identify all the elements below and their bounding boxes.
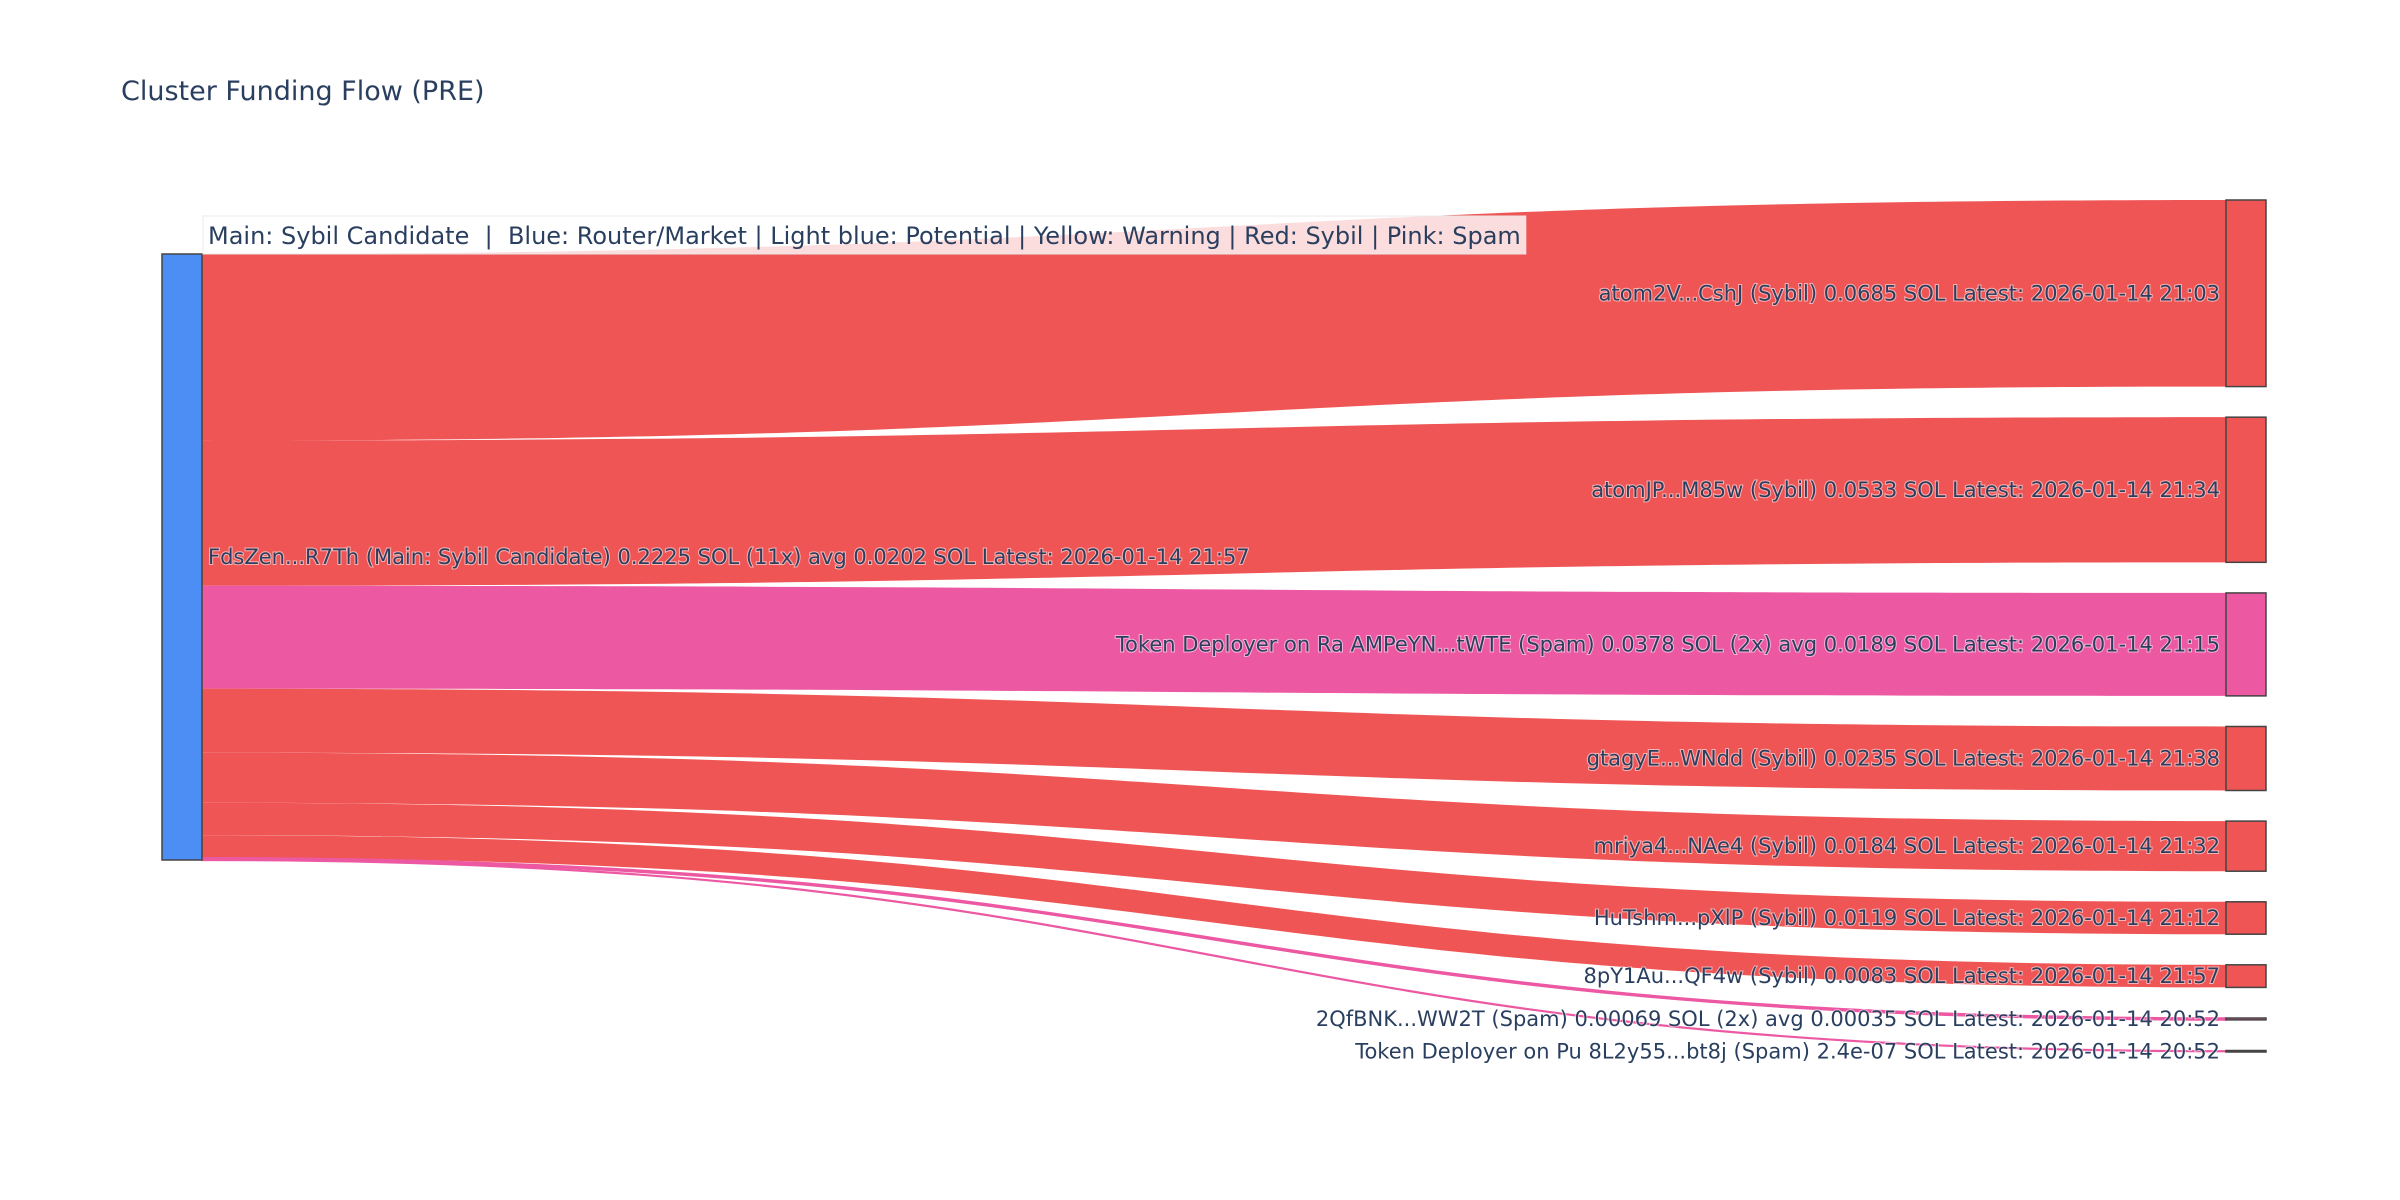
link-layer: [201, 200, 2227, 1053]
flow-link-5: [202, 752, 2226, 872]
target-node-label-9: Token Deployer on Pu 8L2y55...bt8j (Spam…: [1354, 1039, 2220, 1063]
target-node-2: [2225, 416, 2267, 564]
target-node-label-6: HuTshm...pXlP (Sybil) 0.0119 SOL Latest:…: [1594, 906, 2220, 930]
target-node-label-5: mriya4...NAe4 (Sybil) 0.0184 SOL Latest:…: [1594, 834, 2220, 858]
flow-link-1: [202, 200, 2226, 441]
target-node-label-4: gtagyE...WNdd (Sybil) 0.0235 SOL Latest:…: [1587, 746, 2220, 770]
legend-annotation: Main: Sybil Candidate | Blue: Router/Mar…: [202, 215, 1527, 255]
target-node-8: [2225, 1017, 2267, 1021]
target-node-9: [2225, 1049, 2267, 1053]
target-node-3: [2225, 592, 2267, 697]
source-node-label: FdsZen...R7Th (Main: Sybil Candidate) 0.…: [208, 545, 1250, 569]
node-layer: atom2V...CshJ (Sybil) 0.0685 SOL Latest:…: [161, 199, 2267, 1064]
flow-link-3: [202, 585, 2226, 696]
source-node: [161, 253, 203, 861]
legend-annotation-background: [202, 215, 1527, 255]
target-node-label-1: atom2V...CshJ (Sybil) 0.0685 SOL Latest:…: [1599, 281, 2220, 305]
target-node-7: [2225, 964, 2267, 989]
flow-link-6: [202, 802, 2226, 935]
flow-link-7: [202, 835, 2226, 988]
target-node-4: [2225, 725, 2267, 792]
flow-link-2: [202, 417, 2226, 586]
target-node-1: [2225, 199, 2267, 388]
target-node-label-2: atomJP...M85w (Sybil) 0.0533 SOL Latest:…: [1591, 478, 2220, 502]
legend-annotation-text: Main: Sybil Candidate | Blue: Router/Mar…: [208, 222, 1521, 250]
target-node-5: [2225, 820, 2267, 872]
chart-title: Cluster Funding Flow (PRE): [121, 76, 485, 107]
target-node-6: [2225, 901, 2267, 935]
flow-link-4: [202, 688, 2226, 791]
target-node-label-8: 2QfBNK...WW2T (Spam) 0.00069 SOL (2x) av…: [1316, 1007, 2220, 1031]
target-node-label-3: Token Deployer on Ra AMPeYN...tWTE (Spam…: [1115, 632, 2220, 656]
target-node-label-7: 8pY1Au...QF4w (Sybil) 0.0083 SOL Latest:…: [1584, 964, 2221, 988]
